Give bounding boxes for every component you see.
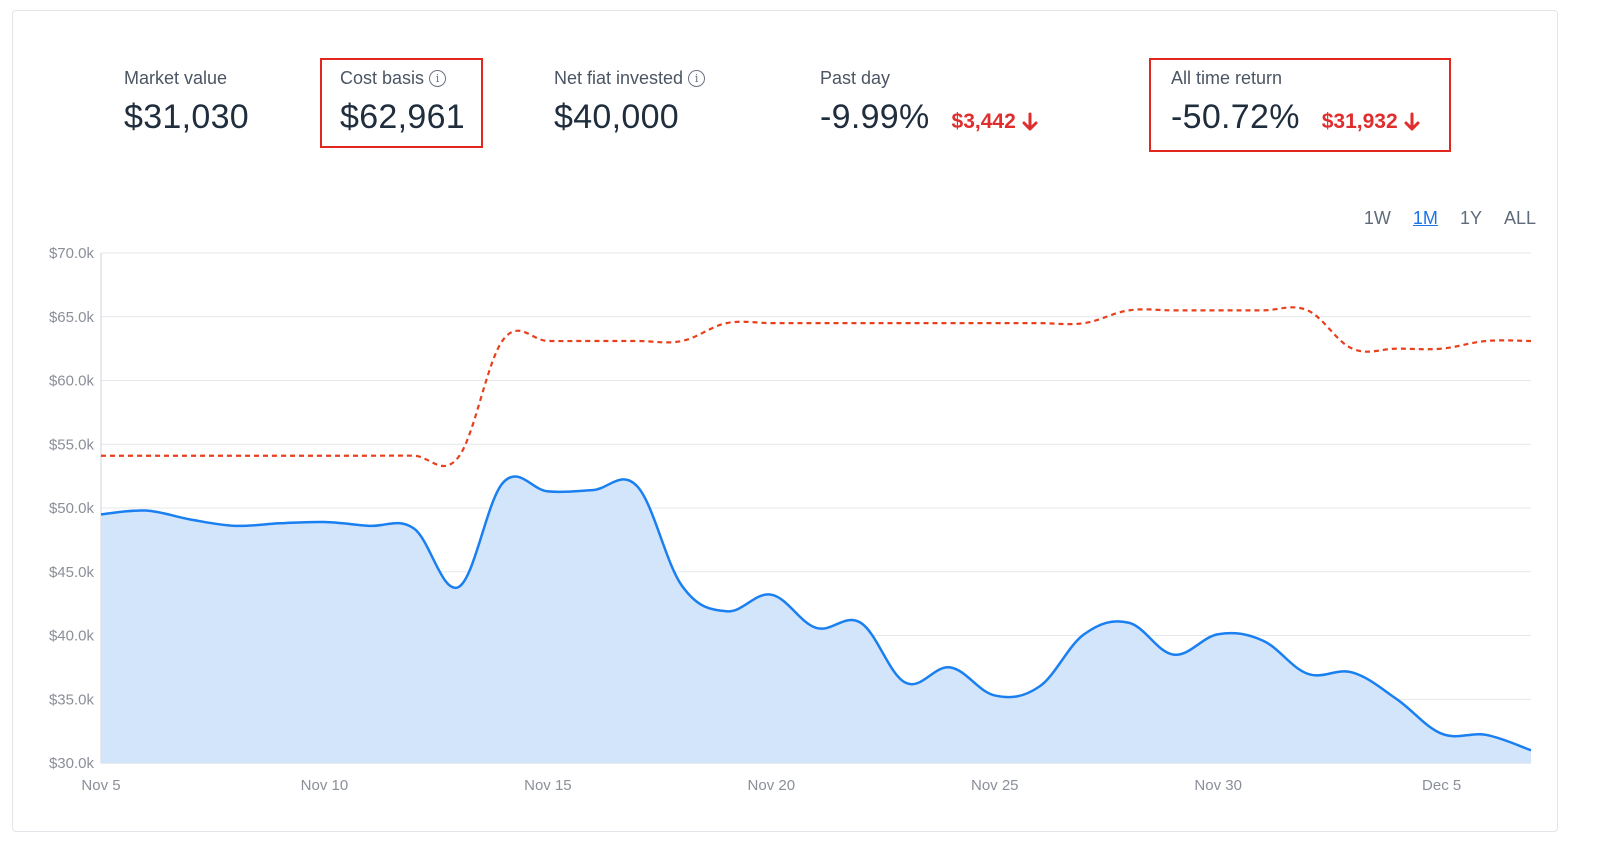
x-tick-label: Nov 20 [748, 777, 796, 794]
arrow-down-icon [1404, 112, 1420, 131]
stat-value: $31,030 [124, 98, 250, 136]
range-tab-all[interactable]: ALL [1503, 208, 1536, 228]
range-tabs: 1W 1M 1Y ALL [1364, 208, 1536, 229]
stat-value: -50.72% [1171, 98, 1300, 136]
stat-delta: $3,442 [951, 110, 1016, 133]
y-tick-label: $65.0k [49, 309, 95, 326]
x-tick-label: Nov 5 [81, 777, 120, 794]
stat-label: All time return [1171, 68, 1283, 88]
y-tick-label: $50.0k [49, 500, 95, 517]
y-tick-label: $45.0k [49, 564, 95, 581]
y-tick-label: $70.0k [49, 245, 95, 262]
info-icon[interactable]: i [688, 70, 706, 87]
y-tick-label: $55.0k [49, 436, 95, 453]
stat-cost-basis: Cost basis i $62,961 [340, 68, 465, 137]
x-tick-label: Nov 30 [1194, 777, 1242, 794]
x-tick-label: Nov 15 [524, 777, 572, 794]
stat-value: $40,000 [554, 98, 680, 136]
range-tab-1m[interactable]: 1M [1412, 208, 1438, 228]
market-value-area [101, 476, 1531, 763]
stat-all-time-return: All time return -50.72% $31,932 [1171, 68, 1420, 137]
stat-label: Past day [820, 68, 891, 88]
x-tick-label: Dec 5 [1422, 777, 1461, 794]
y-tick-label: $35.0k [49, 691, 95, 708]
info-icon[interactable]: i [429, 70, 447, 87]
range-tab-1y[interactable]: 1Y [1459, 208, 1482, 228]
stat-market-value: Market value $31,030 [124, 68, 249, 137]
stat-label: Net fiat invested [554, 68, 684, 88]
x-tick-label: Nov 10 [301, 777, 349, 794]
arrow-down-icon [1022, 112, 1038, 131]
y-tick-label: $60.0k [49, 373, 95, 390]
cost-basis-highlight-box [320, 58, 483, 148]
all-time-return-highlight-box [1149, 58, 1451, 152]
stat-delta: $31,932 [1321, 110, 1398, 133]
stat-label: Cost basis [340, 68, 425, 88]
stat-net-fiat-invested: Net fiat invested i $40,000 [554, 68, 706, 137]
y-tick-label: $40.0k [49, 628, 95, 645]
y-tick-label: $30.0k [49, 755, 95, 772]
cost-basis-line [101, 306, 1532, 468]
stat-value: $62,961 [340, 98, 466, 136]
stat-label: Market value [124, 68, 228, 88]
stat-past-day: Past day -9.99% $3,442 [820, 68, 1038, 137]
range-tab-1w[interactable]: 1W [1363, 208, 1391, 228]
x-tick-label: Nov 25 [971, 777, 1019, 794]
stat-value: -9.99% [820, 98, 930, 136]
market-value-line [100, 475, 1532, 752]
